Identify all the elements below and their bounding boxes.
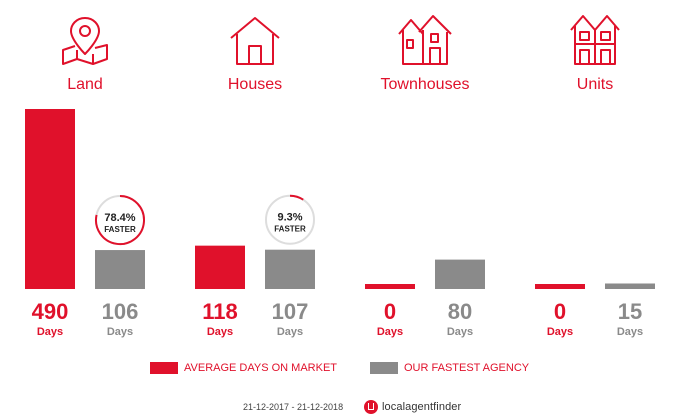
value-townhouses-fastest: 80 — [448, 299, 472, 324]
faster-arc-land — [95, 195, 145, 245]
unit-land-fastest: Days — [107, 326, 133, 338]
category-label-units: Units — [576, 76, 614, 93]
legend-fastest-swatch — [370, 362, 398, 375]
faster-percent-houses: 9.3% — [277, 212, 302, 224]
value-houses-average: 118 — [202, 299, 238, 324]
unit-townhouses-fastest: Days — [447, 326, 473, 338]
faster-label-houses: FASTER — [274, 225, 306, 234]
faster-arc-houses — [289, 194, 304, 201]
bar-townhouses-average — [365, 284, 415, 289]
unit-units-fastest: Days — [617, 326, 643, 338]
unit-townhouses-average: Days — [377, 326, 403, 338]
bar-houses-average — [195, 245, 245, 289]
brand-logo[interactable]: localagentfinder — [364, 400, 461, 414]
bar-houses-fastest — [265, 249, 315, 289]
days-on-market-chart: 490 Days 106 Days 118 Days 107 Days 0 Days 80 Days 0… — [25, 109, 655, 338]
bar-units-fastest — [605, 283, 655, 289]
value-land-average: 490 — [32, 299, 69, 324]
legend-fastest-label: OUR FASTEST AGENCY — [404, 362, 530, 374]
bar-townhouses-fastest — [435, 259, 485, 289]
map-pin-icon — [62, 17, 108, 65]
legend-fastest: OUR FASTEST AGENCY — [370, 362, 530, 375]
bar-units-average — [535, 284, 585, 289]
value-houses-fastest: 107 — [272, 299, 309, 324]
category-label-townhouses: Townhouses — [380, 76, 470, 93]
brand-text: localagentfinder — [382, 401, 462, 413]
footer: 21-12-2017 - 21-12-2018 localagentfinder — [0, 398, 700, 418]
units-icon — [570, 15, 620, 65]
bar-land-average — [25, 109, 75, 289]
value-units-average: 0 — [554, 299, 566, 324]
legend-average: AVERAGE DAYS ON MARKET — [150, 362, 338, 375]
category-label-land: Land — [67, 76, 103, 93]
faster-label-land: FASTER — [104, 225, 136, 234]
unit-land-average: Days — [37, 326, 63, 338]
unit-houses-fastest: Days — [277, 326, 303, 338]
townhouse-icon — [398, 15, 452, 65]
brand-mark-icon — [364, 400, 378, 414]
value-units-fastest: 15 — [618, 299, 642, 324]
date-range: 21-12-2017 - 21-12-2018 — [243, 402, 344, 412]
unit-units-average: Days — [547, 326, 573, 338]
value-land-fastest: 106 — [102, 299, 139, 324]
legend-average-label: AVERAGE DAYS ON MARKET — [184, 362, 338, 374]
category-label-houses: Houses — [227, 76, 283, 93]
value-townhouses-average: 0 — [384, 299, 396, 324]
legend-average-swatch — [150, 362, 178, 375]
bar-land-fastest — [95, 250, 145, 289]
faster-percent-land: 78.4% — [104, 212, 135, 224]
house-icon — [230, 17, 280, 65]
unit-houses-average: Days — [207, 326, 233, 338]
